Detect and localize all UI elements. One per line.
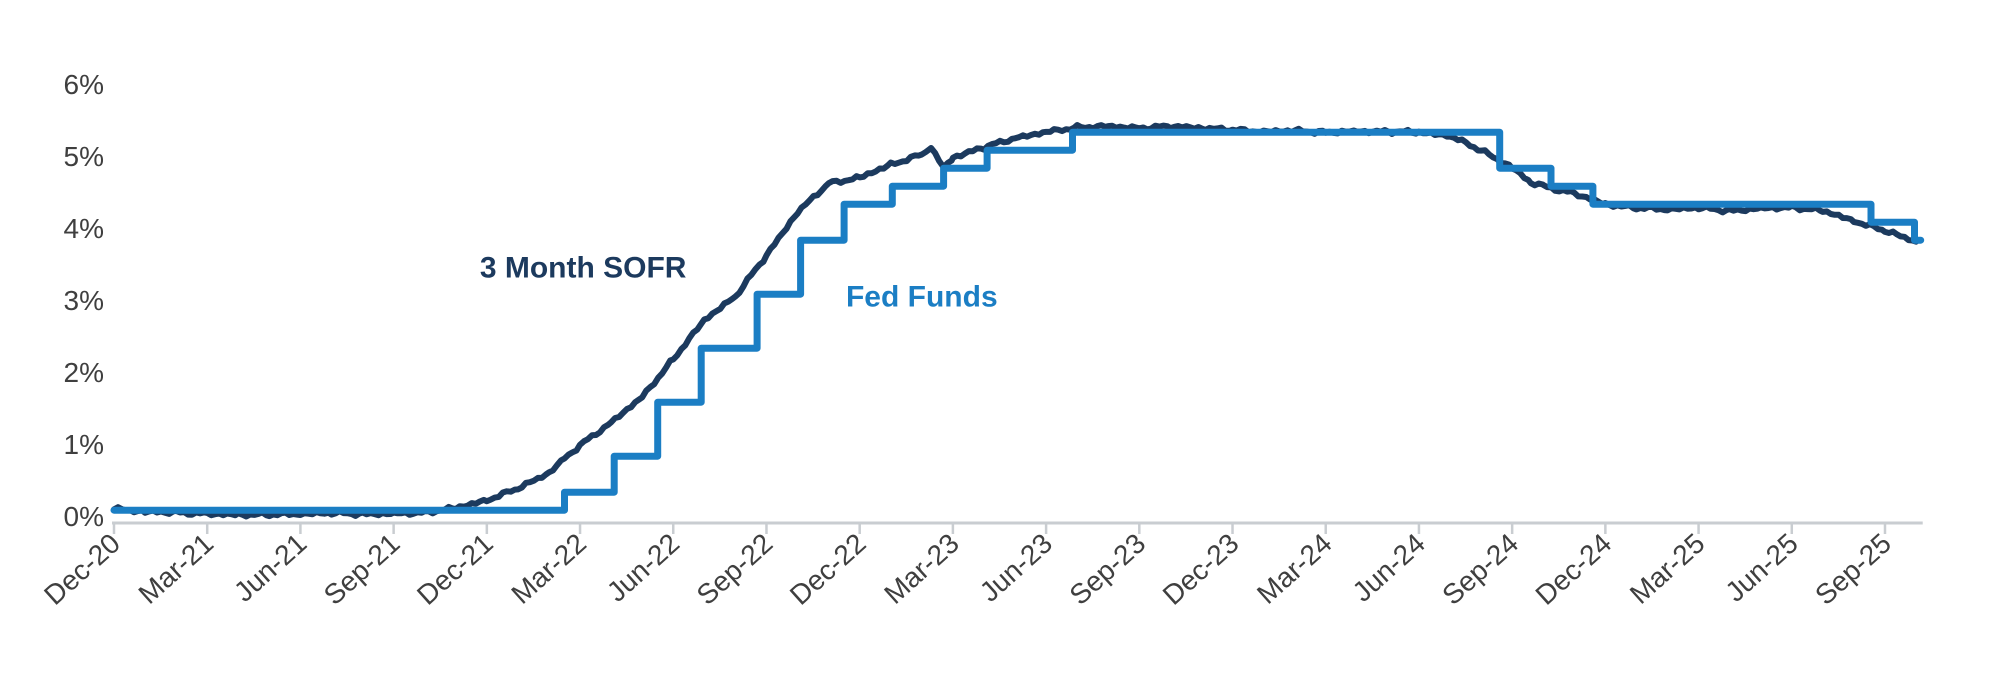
x-axis-label: Sep-21 bbox=[318, 527, 406, 610]
series-line-fedfunds bbox=[110, 128, 1925, 514]
x-axis-label: Dec-22 bbox=[784, 527, 872, 610]
y-axis-label: 1% bbox=[64, 429, 104, 460]
y-axis-label: 4% bbox=[64, 213, 104, 244]
x-axis-label: Sep-23 bbox=[1063, 527, 1151, 610]
x-axis-label: Mar-22 bbox=[505, 527, 592, 609]
x-axis-label: Jun-25 bbox=[1719, 527, 1803, 607]
x-axis-label: Jun-21 bbox=[228, 527, 312, 607]
x-axis-label: Dec-20 bbox=[38, 527, 126, 610]
series-line-sofr bbox=[111, 122, 1920, 520]
x-axis-label: Mar-21 bbox=[133, 527, 220, 609]
x-axis-label: Dec-23 bbox=[1157, 527, 1245, 610]
x-axis-label: Jun-22 bbox=[601, 527, 685, 607]
x-axis-label: Mar-23 bbox=[878, 527, 965, 609]
x-axis-label: Dec-21 bbox=[411, 527, 499, 610]
y-axis-label: 2% bbox=[64, 357, 104, 388]
x-axis-label: Dec-24 bbox=[1530, 527, 1618, 610]
y-axis-label: 3% bbox=[64, 285, 104, 316]
x-axis-label: Jun-24 bbox=[1347, 527, 1431, 607]
x-axis-label: Jun-23 bbox=[974, 527, 1058, 607]
x-axis-label: Sep-24 bbox=[1436, 527, 1524, 610]
y-axis-label: 5% bbox=[64, 141, 104, 172]
x-axis-label: Sep-22 bbox=[691, 527, 779, 610]
x-axis-label: Mar-24 bbox=[1251, 527, 1338, 609]
series-label-fedfunds: Fed Funds bbox=[846, 280, 998, 313]
x-axis-label: Sep-25 bbox=[1809, 527, 1897, 610]
x-axis-label: Mar-25 bbox=[1624, 527, 1711, 609]
y-axis-label: 0% bbox=[64, 501, 104, 532]
series-label-sofr: 3 Month SOFR bbox=[480, 252, 687, 285]
y-axis-label: 6% bbox=[64, 69, 104, 100]
